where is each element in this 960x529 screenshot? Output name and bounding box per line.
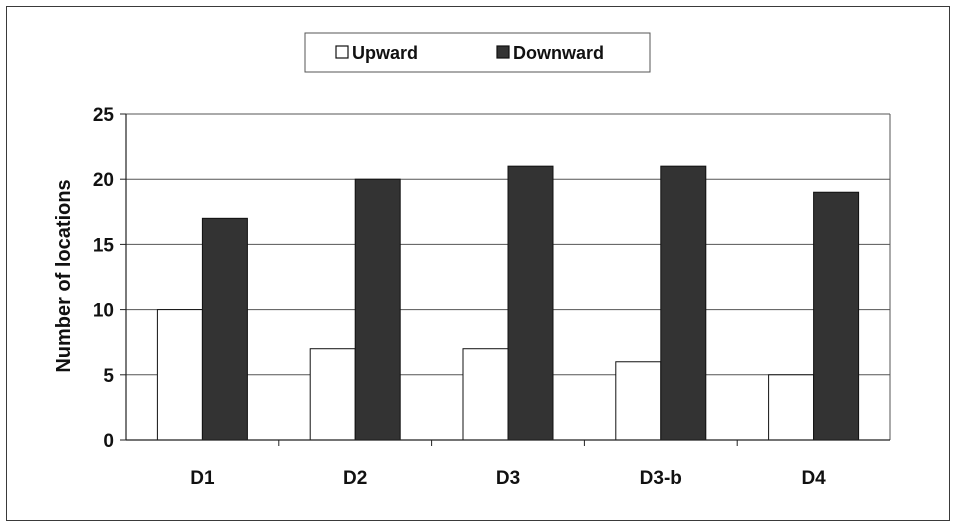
legend-swatch-downward (496, 45, 510, 59)
legend-swatch-upward (335, 45, 349, 59)
bars (156, 165, 860, 441)
y-tick-labels: 0 5 10 15 20 25 (93, 105, 126, 452)
bar-downward-d3 (507, 165, 554, 441)
legend: Upward Downward (304, 32, 651, 73)
y-tick-label: 15 (93, 235, 115, 256)
x-tick-label: D1 (190, 468, 215, 489)
x-tick-label: D4 (801, 468, 826, 489)
bar-upward-d4 (768, 374, 815, 441)
axes (125, 113, 891, 441)
x-tick-label: D3-b (640, 468, 682, 489)
bar-upward-d3-b (615, 361, 662, 441)
x-tick-label: D2 (343, 468, 367, 489)
y-axis-title: Number of locations (53, 179, 75, 372)
bar-downward-d2 (354, 178, 401, 441)
bar-upward-d3 (462, 348, 509, 441)
y-tick-label: 25 (93, 105, 115, 126)
y-tick-label: 0 (103, 431, 114, 452)
bar-upward-d1 (156, 309, 203, 441)
bar-downward-d3-b (660, 165, 707, 441)
x-tick-label: D3 (496, 468, 520, 489)
bar-downward-d4 (813, 191, 860, 441)
legend-box (304, 32, 651, 73)
legend-label-downward: Downward (513, 43, 604, 63)
legend-label-upward: Upward (352, 43, 418, 63)
y-tick-label: 20 (93, 170, 114, 191)
y-tick-label: 5 (103, 366, 114, 387)
y-tick-label: 10 (93, 301, 114, 322)
bar-downward-d1 (201, 217, 248, 441)
x-tick-labels: D1 D2 D3 D3-b D4 (190, 440, 826, 489)
bar-upward-d2 (309, 348, 356, 441)
